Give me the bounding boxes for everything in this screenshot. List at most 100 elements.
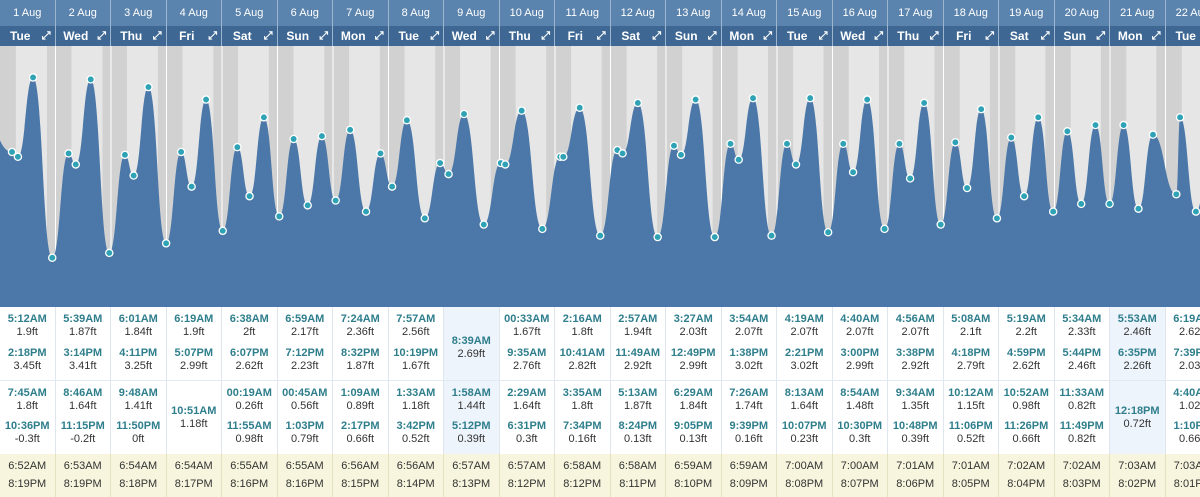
day-header-18[interactable]: 18 Aug Fri ⤢ bbox=[943, 0, 999, 46]
day-header-15[interactable]: 15 Aug Tue ⤢ bbox=[777, 0, 833, 46]
day-of-week: Fri ⤢ bbox=[943, 26, 999, 46]
expand-arrows-icon[interactable]: ⤢ bbox=[208, 30, 217, 42]
tide-height: 1.67ft bbox=[512, 326, 541, 338]
expand-arrows-icon[interactable]: ⤢ bbox=[929, 30, 939, 42]
day-header-8[interactable]: 8 Aug Tue ⤢ bbox=[388, 0, 444, 46]
day-header-11[interactable]: 11 Aug Fri ⤢ bbox=[555, 0, 611, 46]
tide-time: 5:08AM bbox=[951, 313, 991, 325]
tide-time: 8:54AM bbox=[840, 387, 880, 399]
expand-arrows-icon[interactable]: ⤢ bbox=[319, 30, 328, 42]
tide-time: 3:27AM bbox=[673, 313, 713, 325]
day-of-week: Wed ⤢ bbox=[444, 26, 500, 46]
tide-point bbox=[13, 152, 23, 162]
day-header-21[interactable]: 21 Aug Mon ⤢ bbox=[1110, 0, 1166, 46]
tide-height: 1.84ft bbox=[679, 400, 708, 412]
day-header-12[interactable]: 12 Aug Sat ⤢ bbox=[610, 0, 666, 46]
tide-height: 3.45ft bbox=[13, 360, 42, 372]
tide-height: 0.66ft bbox=[1178, 433, 1200, 445]
sunrise-time: 6:52AM bbox=[8, 460, 47, 472]
tide-time: 6:59AM bbox=[285, 313, 325, 325]
tide-height: 0.82ft bbox=[1067, 433, 1096, 445]
tide-entry: 11:26PM 0.66ft bbox=[999, 420, 1054, 446]
day-header-9[interactable]: 9 Aug Wed ⤢ bbox=[444, 0, 500, 46]
expand-arrows-icon[interactable]: ⤢ bbox=[430, 30, 439, 42]
tide-time: 8:24PM bbox=[618, 420, 658, 432]
day-date: 15 Aug bbox=[777, 0, 833, 26]
day-header-2[interactable]: 2 Aug Wed ⤢ bbox=[55, 0, 111, 46]
day-date: 9 Aug bbox=[444, 0, 500, 26]
tide-time: 1:33AM bbox=[396, 387, 436, 399]
night-band bbox=[712, 46, 722, 307]
day-header-20[interactable]: 20 Aug Sun ⤢ bbox=[1054, 0, 1110, 46]
tide-point bbox=[710, 232, 720, 242]
tide-point bbox=[748, 93, 758, 103]
tide-height: 2.92ft bbox=[623, 360, 652, 372]
day-header-17[interactable]: 17 Aug Thu ⤢ bbox=[888, 0, 944, 46]
tide-point bbox=[1076, 199, 1086, 209]
tide-height: 1.64ft bbox=[68, 400, 97, 412]
tide-height: 0.13ft bbox=[679, 433, 708, 445]
day-date: 6 Aug bbox=[277, 0, 333, 26]
tide-entry: 12:18PM 0.72ft bbox=[1110, 405, 1165, 431]
tide-entry: 6:19AM 1.9ft bbox=[167, 313, 222, 339]
expand-arrows-icon[interactable]: ⤢ bbox=[1151, 30, 1161, 42]
day-header-3[interactable]: 3 Aug Thu ⤢ bbox=[111, 0, 167, 46]
tide-point bbox=[575, 103, 584, 112]
tide-time: 3:35AM bbox=[562, 387, 602, 399]
tide-height: 2.03ft bbox=[1178, 360, 1200, 372]
sunrise-time: 7:03AM bbox=[1173, 460, 1200, 472]
tide-height: 0.16ft bbox=[568, 433, 597, 445]
day-header-5[interactable]: 5 Aug Sat ⤢ bbox=[222, 0, 278, 46]
tide-height: 0.82ft bbox=[1067, 400, 1096, 412]
tide-entry: 6:01AM 1.84ft bbox=[111, 313, 166, 339]
tide-entry: 6:31PM 0.3ft bbox=[500, 420, 555, 446]
expand-arrows-icon[interactable]: ⤢ bbox=[1096, 30, 1105, 42]
tide-height: 2.36ft bbox=[346, 326, 375, 338]
expand-arrows-icon[interactable]: ⤢ bbox=[263, 30, 273, 42]
tide-entry: 3:54AM 2.07ft bbox=[722, 313, 777, 339]
day-header-13[interactable]: 13 Aug Sun ⤢ bbox=[666, 0, 722, 46]
expand-arrows-icon[interactable]: ⤢ bbox=[374, 30, 384, 42]
tide-time: 7:45AM bbox=[7, 387, 47, 399]
tide-point bbox=[905, 174, 915, 183]
expand-arrows-icon[interactable]: ⤢ bbox=[818, 30, 828, 42]
tide-entry: 6:29AM 1.84ft bbox=[666, 387, 721, 413]
expand-arrows-icon[interactable]: ⤢ bbox=[985, 30, 994, 42]
sunrise-time: 6:55AM bbox=[230, 460, 269, 472]
day-name: Tue bbox=[787, 29, 808, 43]
tide-point bbox=[303, 201, 312, 210]
day-header-14[interactable]: 14 Aug Mon ⤢ bbox=[721, 0, 777, 46]
tide-column-16: 4:40AM 2.07ft 3:00PM 2.99ft 8:54AM 1.48ft 10:3… bbox=[833, 307, 888, 454]
day-header-10[interactable]: 10 Aug Thu ⤢ bbox=[499, 0, 555, 46]
expand-arrows-icon[interactable]: ⤢ bbox=[763, 30, 772, 42]
expand-arrows-icon[interactable]: ⤢ bbox=[485, 30, 495, 42]
day-header-19[interactable]: 19 Aug Sat ⤢ bbox=[999, 0, 1055, 46]
expand-arrows-icon[interactable]: ⤢ bbox=[41, 30, 51, 42]
expand-arrows-icon[interactable]: ⤢ bbox=[541, 30, 550, 42]
expand-arrows-icon[interactable]: ⤢ bbox=[1040, 30, 1050, 42]
tide-entry: 10:07PM 0.23ft bbox=[777, 420, 832, 446]
expand-arrows-icon[interactable]: ⤢ bbox=[97, 30, 106, 42]
tide-entry: 2:57AM 1.94ft bbox=[611, 313, 666, 339]
day-header-4[interactable]: 4 Aug Fri ⤢ bbox=[166, 0, 222, 46]
sunrise-time: 6:54AM bbox=[119, 460, 158, 472]
expand-arrows-icon[interactable]: ⤢ bbox=[707, 30, 717, 42]
expand-arrows-icon[interactable]: ⤢ bbox=[596, 30, 606, 42]
tide-point bbox=[992, 214, 1002, 223]
day-header-1[interactable]: 1 Aug Tue ⤢ bbox=[0, 0, 56, 46]
day-header-7[interactable]: 7 Aug Mon ⤢ bbox=[333, 0, 389, 46]
day-date: 14 Aug bbox=[721, 0, 777, 26]
sunset-time: 8:14PM bbox=[396, 478, 435, 490]
tide-height: 1.84ft bbox=[124, 326, 153, 338]
day-date: 11 Aug bbox=[555, 0, 611, 26]
tide-point bbox=[962, 183, 972, 193]
day-date: 3 Aug bbox=[111, 0, 167, 26]
tide-height: 0.66ft bbox=[346, 433, 375, 445]
expand-arrows-icon[interactable]: ⤢ bbox=[652, 30, 661, 42]
expand-arrows-icon[interactable]: ⤢ bbox=[152, 30, 162, 42]
expand-arrows-icon[interactable]: ⤢ bbox=[874, 30, 883, 42]
day-header-6[interactable]: 6 Aug Sun ⤢ bbox=[277, 0, 333, 46]
tide-entry: 7:39PM2.03ft bbox=[1166, 347, 1200, 373]
day-header-16[interactable]: 16 Aug Wed ⤢ bbox=[832, 0, 888, 46]
